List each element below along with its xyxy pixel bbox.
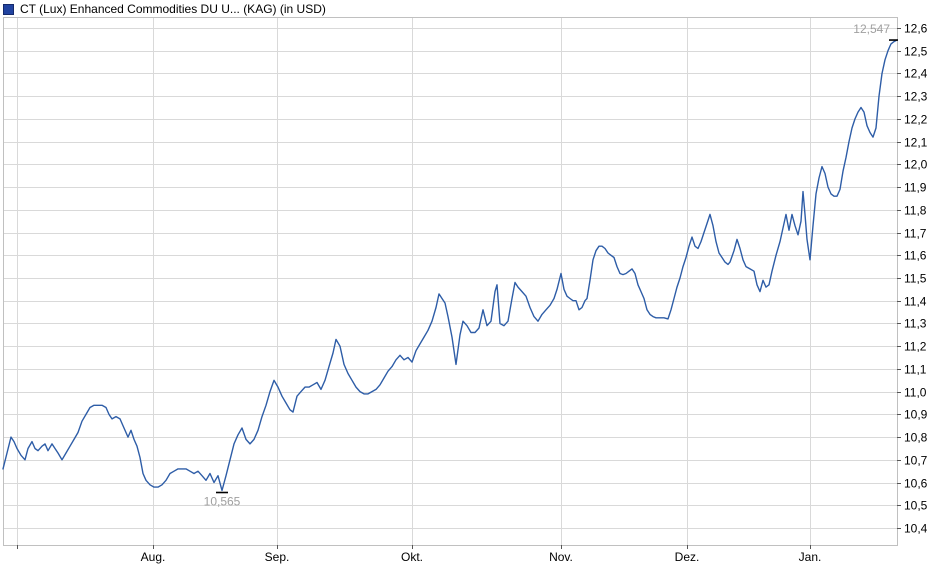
svg-text:11,4: 11,4 — [904, 295, 927, 309]
chart-header: CT (Lux) Enhanced Commodities DU U... (K… — [3, 2, 326, 16]
min-max-annotations: 12,547 10,565 — [204, 22, 898, 509]
svg-text:12,5: 12,5 — [904, 45, 928, 59]
svg-text:11,8: 11,8 — [904, 204, 927, 218]
svg-text:Aug.: Aug. — [141, 550, 166, 564]
svg-text:11,9: 11,9 — [904, 181, 927, 195]
svg-text:11,7: 11,7 — [904, 227, 927, 241]
svg-text:10,8: 10,8 — [904, 431, 928, 445]
svg-text:12,547: 12,547 — [853, 22, 890, 36]
svg-text:11,3: 11,3 — [904, 317, 927, 331]
svg-text:12,1: 12,1 — [904, 136, 928, 150]
plot-border — [3, 17, 898, 546]
svg-text:12,0: 12,0 — [904, 158, 928, 172]
chart-title: CT (Lux) Enhanced Commodities DU U... (K… — [20, 2, 326, 16]
svg-text:10,9: 10,9 — [904, 408, 928, 422]
x-axis-labels: Aug. Sep. Okt. Nov. Dez. Jan. — [141, 550, 822, 564]
svg-text:10,7: 10,7 — [904, 454, 928, 468]
svg-text:12,6: 12,6 — [904, 22, 928, 36]
svg-text:Sep.: Sep. — [265, 550, 290, 564]
svg-text:11,2: 11,2 — [904, 340, 927, 354]
svg-text:10,4: 10,4 — [904, 522, 928, 536]
axis-ticks — [17, 28, 901, 549]
svg-text:Nov.: Nov. — [549, 550, 573, 564]
svg-text:10,6: 10,6 — [904, 477, 928, 491]
svg-text:11,5: 11,5 — [904, 272, 927, 286]
svg-text:12,3: 12,3 — [904, 90, 928, 104]
svg-text:11,1: 11,1 — [904, 363, 927, 377]
svg-text:11,6: 11,6 — [904, 249, 927, 263]
svg-text:Okt.: Okt. — [401, 550, 423, 564]
svg-text:Jan.: Jan. — [799, 550, 822, 564]
svg-text:10,5: 10,5 — [904, 499, 928, 513]
svg-text:10,565: 10,565 — [204, 495, 241, 509]
svg-text:Dez.: Dez. — [675, 550, 700, 564]
legend-color-swatch-icon — [3, 3, 14, 15]
y-axis-labels: 12,6 12,5 12,4 12,3 12,2 12,1 12,0 11,9 11,8 11,7… — [904, 22, 928, 536]
price-line — [2, 39, 898, 492]
svg-text:12,2: 12,2 — [904, 113, 928, 127]
svg-text:12,4: 12,4 — [904, 67, 928, 81]
svg-text:11,0: 11,0 — [904, 386, 927, 400]
